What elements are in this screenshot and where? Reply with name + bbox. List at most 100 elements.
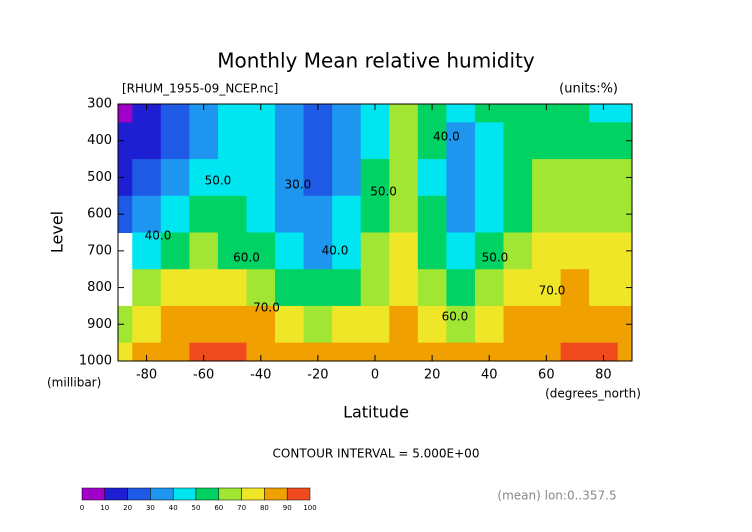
contour-label: 70.0 <box>539 284 566 298</box>
field-cell <box>246 122 276 160</box>
contour-label: 60.0 <box>233 251 260 265</box>
colorbar-box <box>104 487 128 501</box>
field-cell <box>417 232 447 270</box>
field-cell <box>246 104 276 123</box>
field-cell <box>360 122 390 160</box>
field-cell <box>589 195 619 233</box>
colorbar-label: 50 <box>192 504 201 512</box>
field-cell <box>189 305 219 344</box>
field-cell <box>303 305 333 344</box>
field-cell <box>132 195 162 233</box>
field-cell <box>474 122 504 160</box>
field-cell <box>560 342 590 362</box>
field-cell <box>246 269 276 307</box>
field-cell <box>417 305 447 344</box>
field-cell <box>160 195 190 233</box>
field-cell <box>617 269 633 307</box>
contour-interval: CONTOUR INTERVAL = 5.000E+00 <box>273 447 480 461</box>
field-cell <box>118 342 133 362</box>
field-cell <box>503 122 533 160</box>
field-cell <box>589 159 619 197</box>
field-cell <box>132 122 162 160</box>
field-cell <box>118 159 133 197</box>
colorbar-label: 30 <box>146 504 155 512</box>
colorbar-label: 40 <box>169 504 178 512</box>
field-cell <box>189 195 219 233</box>
field-cell <box>360 195 390 233</box>
field-cell <box>617 342 633 362</box>
field-cell <box>118 122 133 160</box>
field-cell <box>132 305 162 344</box>
field-cell <box>332 269 362 307</box>
field-cell <box>503 159 533 197</box>
field-cell <box>332 104 362 123</box>
field-cell <box>417 159 447 197</box>
x-tick-label: -40 <box>250 368 271 383</box>
field-cell <box>589 305 619 344</box>
field-cell <box>132 232 162 270</box>
field-cell <box>532 232 562 270</box>
x-axis-unit: (degrees_north) <box>545 387 641 401</box>
colorbar-box <box>218 487 242 501</box>
field-cell <box>617 159 633 197</box>
field-cell <box>160 122 190 160</box>
field-cell <box>303 195 333 233</box>
field-cell <box>275 305 305 344</box>
field-cell <box>275 342 305 362</box>
y-axis-label: Level <box>48 211 67 253</box>
x-tick-label: -20 <box>307 368 328 383</box>
y-axis-unit: (millibar) <box>47 376 101 390</box>
field-cell <box>360 159 390 197</box>
field-cell <box>118 305 133 344</box>
x-tick-label: 20 <box>424 368 441 383</box>
field-cell <box>446 122 476 160</box>
colorbar-box <box>286 487 311 501</box>
colorbar-label: 100 <box>303 504 316 512</box>
field-cell <box>532 122 562 160</box>
colorbar-label: 60 <box>214 504 223 512</box>
footnote: (mean) lon:0..357.5 <box>497 489 616 503</box>
field-cell <box>503 232 533 270</box>
field-cell <box>474 269 504 307</box>
field-cell <box>332 195 362 233</box>
field-cell <box>560 104 590 123</box>
field-cell <box>446 104 476 123</box>
field-cell <box>132 159 162 197</box>
field-cell <box>246 342 276 362</box>
colorbar-box <box>172 487 197 501</box>
units: (units:%) <box>559 82 618 97</box>
field-cell <box>275 159 305 197</box>
field-cell <box>275 104 305 123</box>
x-tick-label: 60 <box>538 368 555 383</box>
field-cell <box>560 122 590 160</box>
field-cell <box>303 342 333 362</box>
field-cell <box>560 159 590 197</box>
field-cell <box>189 104 219 123</box>
field-cell <box>532 342 562 362</box>
field-cell <box>589 104 619 123</box>
colorbar-label: 80 <box>260 504 269 512</box>
contour-label: 40.0 <box>322 243 349 257</box>
contour-label: 70.0 <box>253 300 280 314</box>
field-cell <box>160 269 190 307</box>
field-cell <box>332 122 362 160</box>
field-cell <box>474 159 504 197</box>
colorbar-label: 20 <box>123 504 132 512</box>
field-cell <box>189 122 219 160</box>
field-cell <box>560 269 590 307</box>
contour-label: 50.0 <box>370 185 397 199</box>
field-cell <box>389 122 419 160</box>
field-cell <box>503 104 533 123</box>
field-cell <box>189 159 219 197</box>
colorbar-box <box>81 487 106 501</box>
field-cell <box>160 342 190 362</box>
field-cell <box>360 104 390 123</box>
y-tick-label: 300 <box>87 97 112 112</box>
field-cell <box>303 122 333 160</box>
colorbar-box <box>150 487 174 501</box>
field-cell <box>217 269 247 307</box>
field-cell <box>503 305 533 344</box>
x-axis-label: Latitude <box>343 403 409 422</box>
colorbar-label: 90 <box>283 504 292 512</box>
field-cell <box>474 342 504 362</box>
